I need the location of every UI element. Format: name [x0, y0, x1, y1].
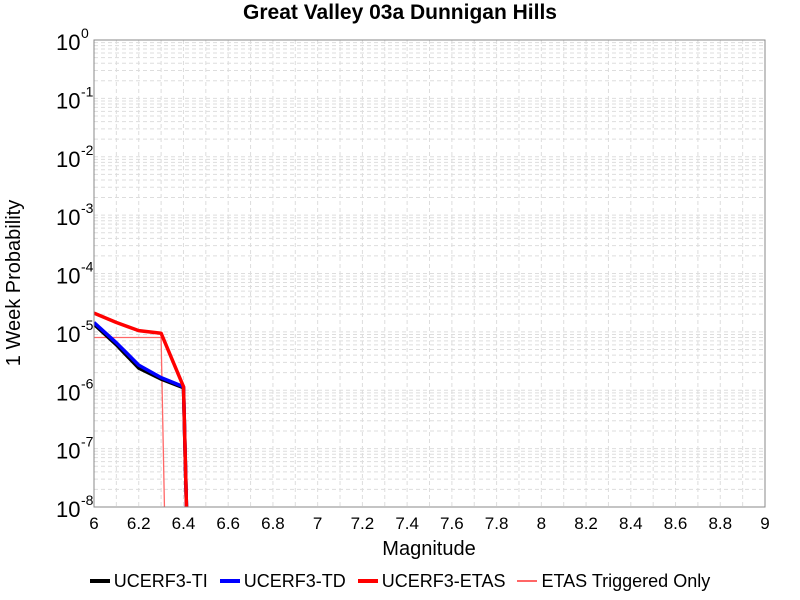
- y-tick-exponent: -2: [81, 142, 94, 158]
- legend-item: UCERF3-TD: [219, 570, 346, 592]
- grid: [93, 40, 766, 508]
- x-tick-label: 6.6: [216, 514, 240, 533]
- x-tick-label: 6.8: [261, 514, 285, 533]
- x-tick-label: 7.6: [440, 514, 464, 533]
- legend-swatch: [219, 579, 240, 583]
- x-tick-labels: 6 6.2 6.4 6.6 6.8 7 7.2 7.4 7.6 7.8 8 8.2 8.4 8.6 8.8 9: [89, 514, 769, 533]
- legend-label: UCERF3-TD: [243, 570, 346, 591]
- y-tick-label: 10: [56, 205, 80, 230]
- x-tick-label: 8.2: [574, 514, 598, 533]
- chart-title: Great Valley 03a Dunnigan Hills: [243, 1, 557, 24]
- x-tick-label: 7.8: [485, 514, 509, 533]
- x-tick-label: 8.6: [664, 514, 688, 533]
- legend-label: ETAS Triggered Only: [541, 570, 711, 591]
- chart: Great Valley 03a Dunnigan Hills 6 6.2 6.4 6…: [3, 1, 770, 560]
- y-tick-exponent: -8: [81, 492, 94, 508]
- x-tick-label: 9: [760, 514, 769, 533]
- y-axis-label: 1 Week Probability: [3, 200, 25, 366]
- y-tick-exponent: -4: [81, 259, 94, 275]
- x-axis-label: Magnitude: [382, 538, 475, 560]
- y-tick-exponent: -3: [81, 200, 94, 216]
- plot-frame: [93, 39, 766, 508]
- x-tick-label: 7.2: [351, 514, 375, 533]
- series-lines: [94, 311, 189, 507]
- x-tick-label: 6.4: [172, 514, 196, 533]
- legend: UCERF3-TI UCERF3-TD UCERF3-ETAS ETAS Trigge…: [0, 568, 800, 594]
- legend-label: UCERF3-TI: [113, 570, 208, 591]
- y-tick-label: 10: [56, 439, 80, 464]
- legend-item: UCERF3-ETAS: [357, 570, 506, 592]
- y-tick-exponent: -5: [81, 317, 94, 333]
- x-tick-label: 8.4: [619, 514, 643, 533]
- x-tick-label: 7: [313, 514, 322, 533]
- series-line-ucerf3-etas: [94, 311, 189, 507]
- y-tick-label: 10: [56, 497, 80, 522]
- x-tick-label: 7.4: [395, 514, 419, 533]
- y-tick-label: 10: [56, 264, 80, 289]
- y-tick-exponent: 0: [81, 25, 89, 41]
- legend-item: UCERF3-TI: [89, 570, 208, 592]
- legend-label: UCERF3-ETAS: [381, 570, 506, 591]
- legend-swatch: [89, 579, 110, 583]
- y-tick-label: 10: [56, 380, 80, 405]
- y-tick-exponent: -6: [81, 375, 94, 391]
- x-tick-label: 6: [89, 514, 98, 533]
- x-tick-label: 6.2: [127, 514, 151, 533]
- y-tick-label: 10: [56, 30, 80, 55]
- y-tick-exponent: -7: [81, 434, 94, 450]
- x-tick-label: 8.8: [708, 514, 732, 533]
- legend-swatch: [517, 580, 538, 582]
- x-tick-label: 8: [537, 514, 546, 533]
- y-tick-label: 10: [56, 322, 80, 347]
- legend-item: ETAS Triggered Only: [517, 571, 710, 592]
- y-tick-label: 10: [56, 147, 80, 172]
- legend-swatch: [357, 579, 378, 583]
- y-tick-exponent: -1: [81, 83, 94, 99]
- y-tick-label: 10: [56, 88, 80, 113]
